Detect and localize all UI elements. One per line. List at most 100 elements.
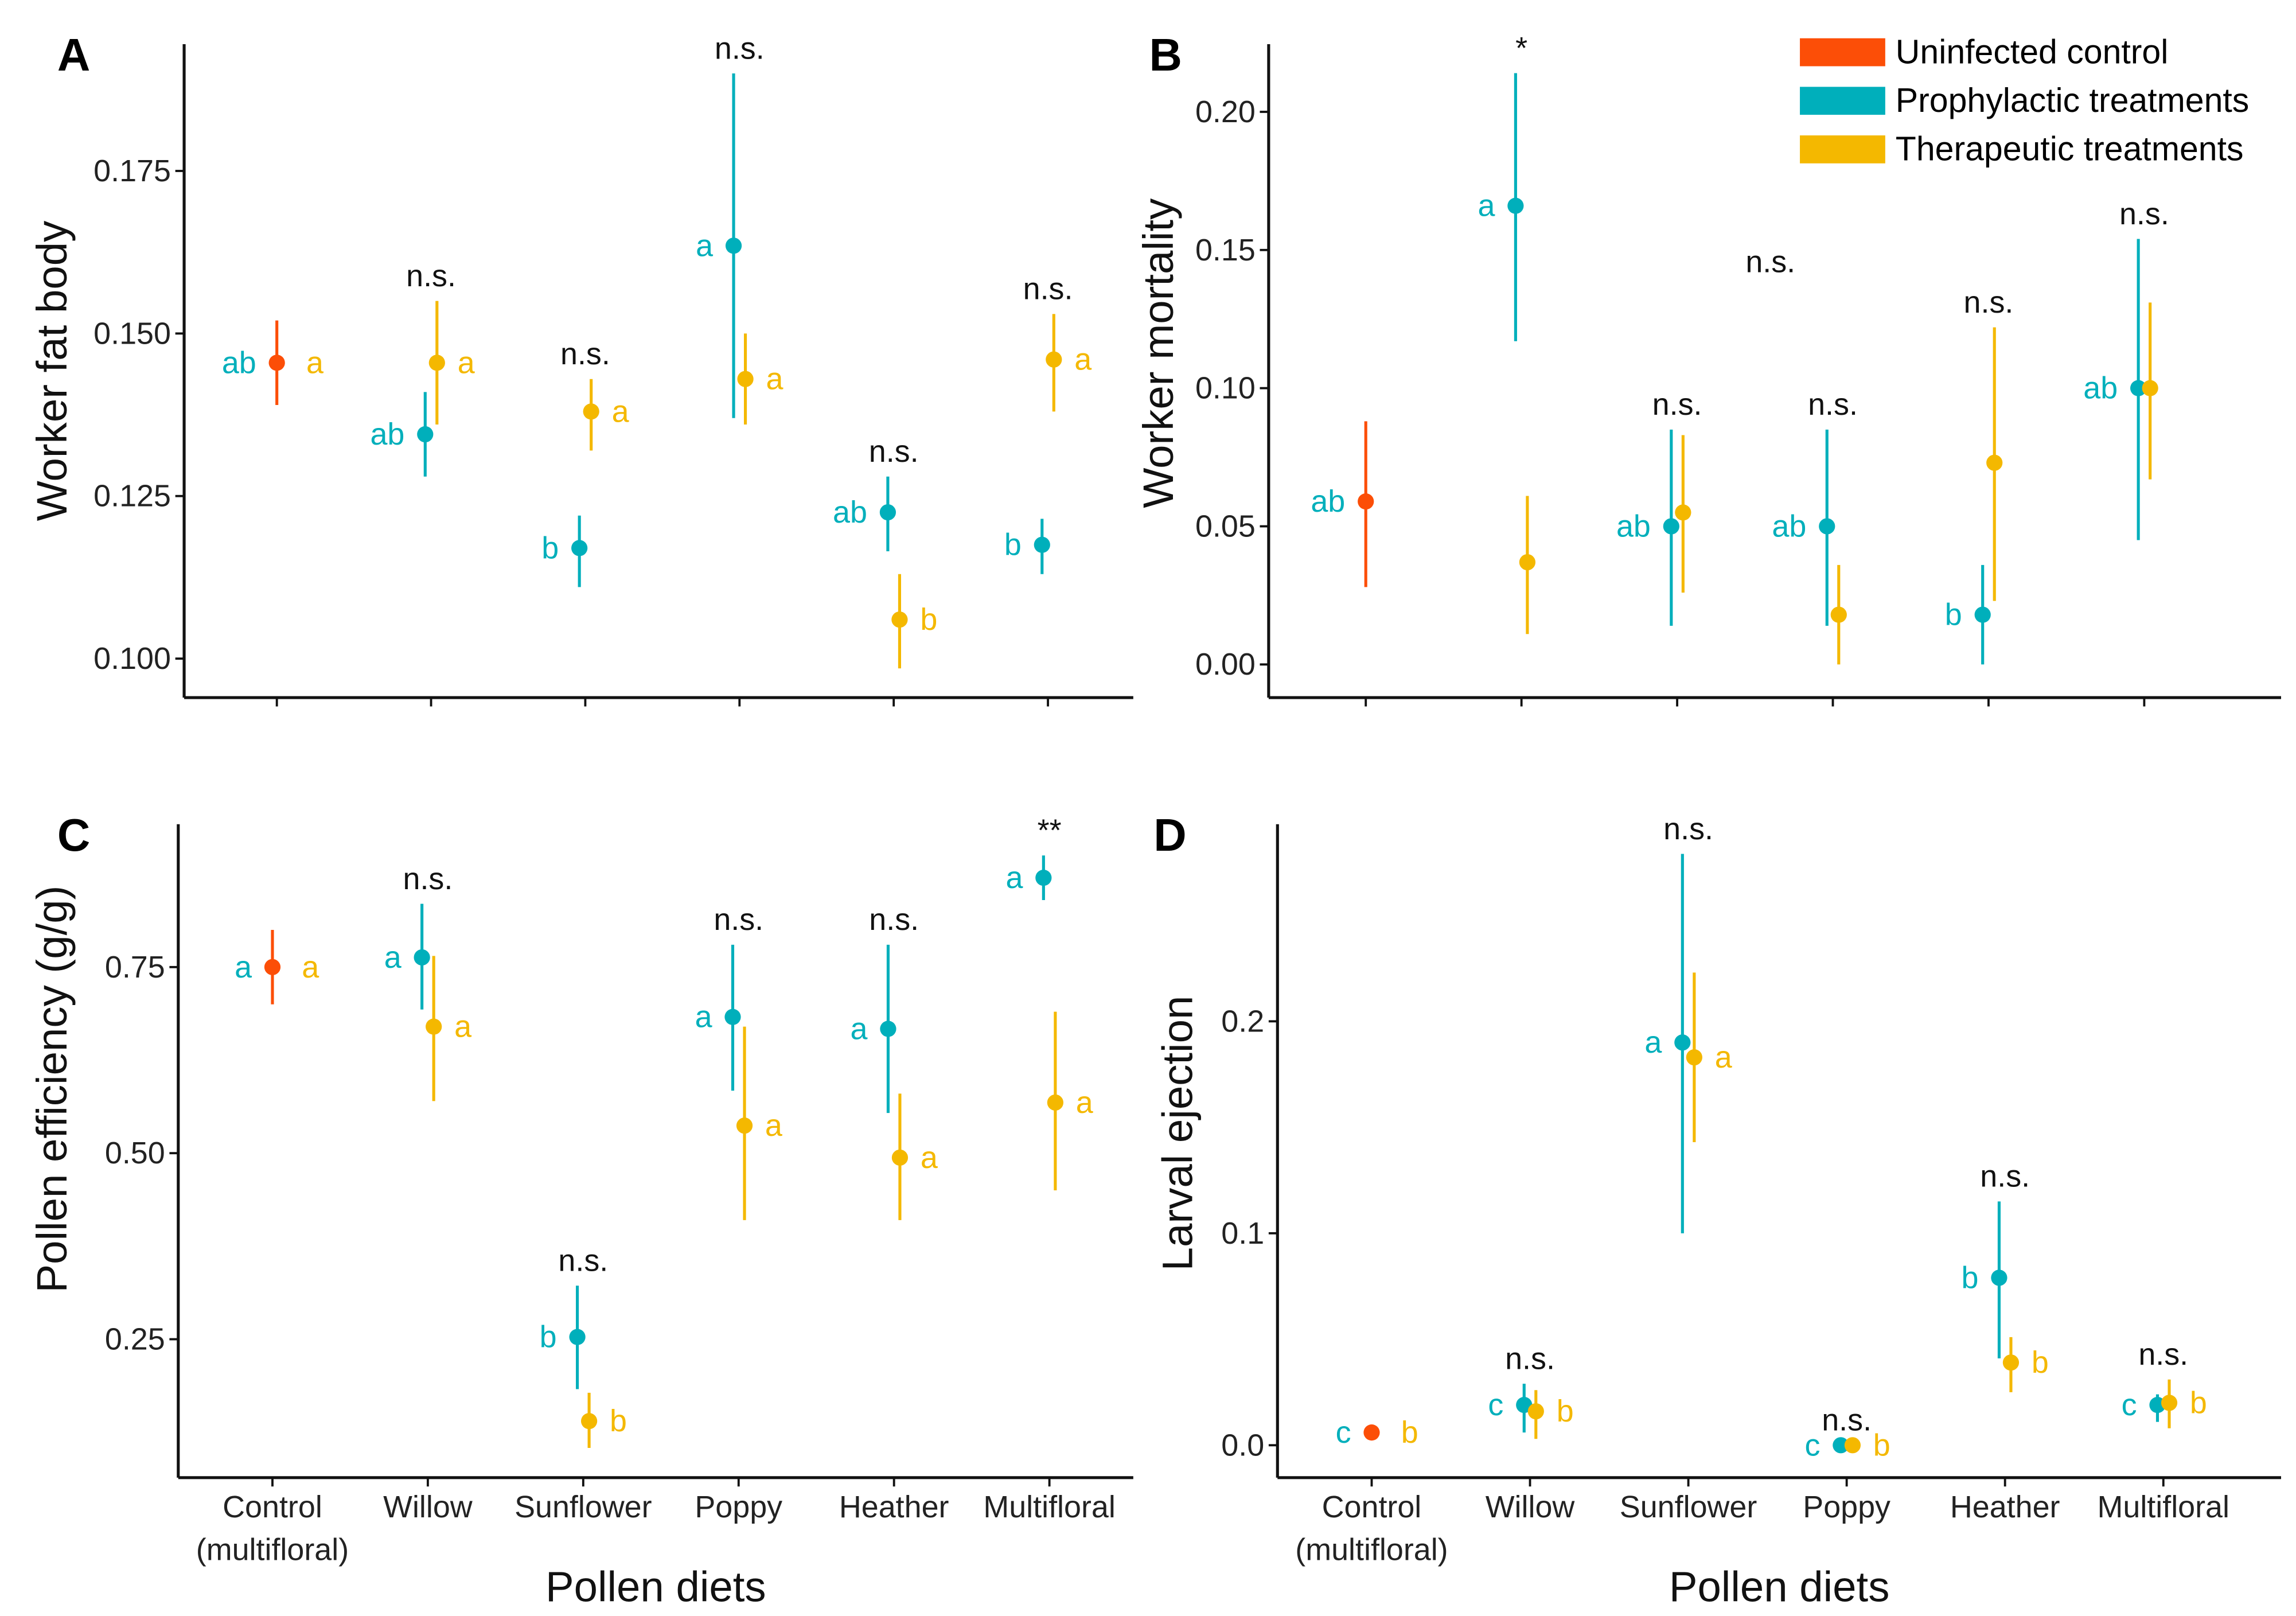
- control-letter-prophylactic: c: [1336, 1415, 1351, 1450]
- y-axis-label: Worker fat body: [28, 220, 76, 521]
- y-tick-label: 0.150: [93, 316, 171, 351]
- therapeutic-point: [2142, 380, 2158, 396]
- prophylactic-point: [571, 540, 588, 556]
- therapeutic-letter: a: [1076, 1085, 1093, 1120]
- panel-letter: A: [57, 29, 90, 80]
- y-tick-label: 0.175: [93, 154, 171, 188]
- panel-letter: B: [1149, 29, 1182, 80]
- y-tick-label: 0.15: [1195, 233, 1256, 267]
- control-letter-prophylactic: a: [235, 950, 252, 984]
- legend-label: Therapeutic treatments: [1896, 130, 2244, 168]
- y-tick-label: 0.125: [93, 479, 171, 513]
- therapeutic-letter: b: [1873, 1428, 1890, 1462]
- significance-label: n.s.: [714, 902, 763, 937]
- prophylactic-letter: b: [1945, 598, 1962, 632]
- prophylactic-letter: ab: [833, 495, 867, 529]
- x-tick-label: Heather: [1950, 1490, 2060, 1524]
- prophylactic-letter: a: [1005, 860, 1023, 895]
- x-tick-label: Multifloral: [983, 1490, 1115, 1524]
- prophylactic-point: [880, 1021, 896, 1037]
- significance-label: n.s.: [715, 31, 765, 65]
- prophylactic-point: [725, 237, 742, 254]
- therapeutic-point: [580, 1413, 598, 1430]
- y-axis-label: Worker mortality: [1135, 198, 1182, 508]
- y-tick-label: 0.25: [105, 1322, 165, 1356]
- therapeutic-letter: a: [1715, 1040, 1732, 1074]
- significance-label: n.s.: [1652, 387, 1702, 422]
- prophylactic-point: [1507, 197, 1524, 214]
- x-tick-label: Poppy: [1803, 1490, 1890, 1524]
- prophylactic-letter: b: [540, 1320, 557, 1354]
- therapeutic-point: [891, 611, 908, 628]
- therapeutic-letter: b: [2032, 1345, 2049, 1380]
- prophylactic-point: [1034, 536, 1050, 553]
- significance-label: n.s.: [2119, 197, 2169, 231]
- prophylactic-point: [569, 1329, 586, 1345]
- therapeutic-point: [1047, 1094, 1063, 1111]
- prophylactic-point: [414, 949, 430, 966]
- prophylactic-letter: a: [1644, 1025, 1662, 1060]
- significance-label: n.s.: [869, 902, 919, 937]
- x-axis-label: Pollen diets: [1669, 1563, 1890, 1610]
- legend-swatch-control: [1800, 38, 1885, 67]
- x-tick-label: Willow: [1486, 1490, 1576, 1524]
- significance-label: n.s.: [560, 337, 610, 371]
- x-tick-label-line2: (multifloral): [196, 1533, 349, 1567]
- y-tick-label: 0.100: [93, 641, 171, 676]
- y-axis-label: Larval ejection: [1153, 996, 1201, 1271]
- prophylactic-point: [2130, 380, 2147, 396]
- x-tick-label: Multifloral: [2098, 1490, 2229, 1524]
- significance-label: n.s.: [1663, 812, 1713, 846]
- y-tick-label: 0.50: [105, 1136, 165, 1170]
- control-point: [1363, 1424, 1380, 1441]
- panel-letter: C: [57, 809, 90, 860]
- prophylactic-point: [1035, 870, 1052, 886]
- prophylactic-letter: ab: [1772, 509, 1806, 543]
- y-tick-label: 0.0: [1221, 1428, 1264, 1462]
- panel-letter: D: [1153, 809, 1186, 860]
- control-letter-therapeutic: b: [1401, 1415, 1418, 1450]
- therapeutic-point: [2002, 1354, 2020, 1371]
- significance-label: n.s.: [1964, 285, 2014, 320]
- legend: Uninfected control Prophylactic treatment…: [1800, 33, 2249, 168]
- control-letter-therapeutic: a: [302, 950, 319, 984]
- prophylactic-point: [417, 426, 434, 443]
- prophylactic-letter: c: [1805, 1428, 1821, 1462]
- prophylactic-letter: a: [696, 228, 713, 263]
- control-letter-prophylactic: ab: [1311, 484, 1345, 519]
- therapeutic-letter: a: [458, 345, 475, 380]
- y-axis-label: Pollen efficiency (g/g): [28, 886, 76, 1293]
- x-tick-label: Sunflower: [1620, 1490, 1757, 1524]
- therapeutic-letter: a: [454, 1010, 471, 1044]
- prophylactic-letter: a: [695, 1000, 712, 1034]
- therapeutic-letter: a: [921, 1140, 938, 1175]
- prophylactic-letter: c: [2122, 1388, 2137, 1422]
- significance-label: n.s.: [1505, 1341, 1555, 1376]
- prophylactic-point: [1819, 518, 1835, 535]
- control-letter-therapeutic: a: [306, 345, 323, 380]
- x-tick-label: Sunflower: [514, 1490, 652, 1524]
- prophylactic-letter: b: [1004, 528, 1022, 562]
- therapeutic-point: [1986, 454, 2003, 471]
- therapeutic-point: [1830, 606, 1847, 623]
- x-tick-label: Heather: [839, 1490, 949, 1524]
- prophylactic-point: [1663, 518, 1679, 535]
- prophylactic-letter: a: [1478, 189, 1495, 223]
- prophylactic-letter: a: [384, 940, 401, 975]
- therapeutic-overall-significance: n.s.: [1745, 245, 1795, 279]
- therapeutic-point: [891, 1149, 909, 1166]
- prophylactic-point: [1833, 1437, 1849, 1454]
- therapeutic-point: [426, 1018, 442, 1035]
- y-tick-label: 0.10: [1195, 371, 1256, 406]
- therapeutic-letter: b: [1557, 1394, 1574, 1428]
- significance-label: n.s.: [403, 862, 453, 896]
- therapeutic-letter: b: [610, 1404, 627, 1438]
- therapeutic-letter: a: [612, 394, 629, 429]
- control-letter-prophylactic: ab: [222, 345, 256, 380]
- y-tick-label: 0.20: [1195, 95, 1256, 129]
- control-point: [264, 959, 281, 975]
- therapeutic-letter: a: [1074, 342, 1092, 377]
- y-tick-label: 0.05: [1195, 509, 1256, 543]
